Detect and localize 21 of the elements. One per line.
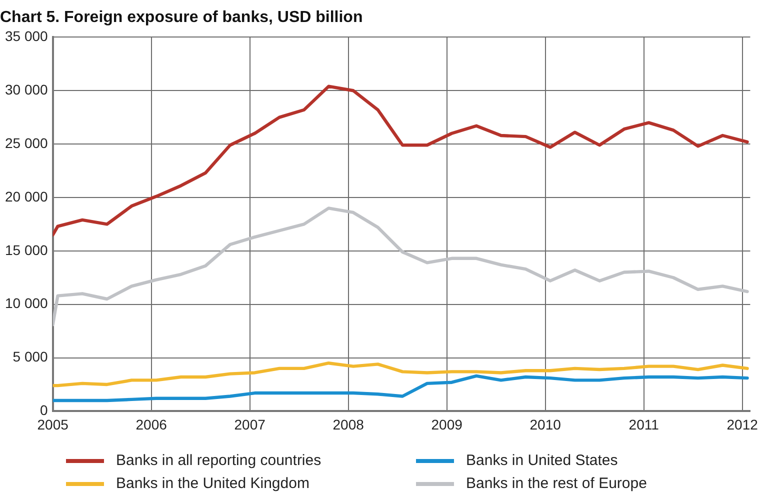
y-tick-label: 25 000 — [4, 134, 48, 151]
x-tick-label: 2007 — [234, 416, 266, 432]
x-tick-label: 2009 — [431, 416, 463, 432]
y-tick-label: 0 — [40, 402, 48, 418]
x-tick-label: 2008 — [332, 416, 364, 432]
y-tick-label: 35 000 — [4, 28, 48, 44]
y-tick-label: 10 000 — [4, 295, 48, 312]
y-tick-label: 5 000 — [12, 348, 48, 365]
y-tick-label: 20 000 — [4, 188, 48, 204]
y-tick-label: 30 000 — [4, 81, 48, 98]
x-tick-label: 2012 — [726, 416, 758, 432]
y-tick-label: 15 000 — [4, 242, 48, 258]
x-tick-label: 2010 — [530, 416, 562, 432]
legend-label: Banks in the rest of Europe — [466, 475, 647, 492]
x-tick-label: 2005 — [37, 416, 69, 432]
legend-label: Banks in the United Kingdom — [116, 475, 310, 492]
x-tick-label: 2006 — [136, 416, 168, 432]
x-tick-label: 2011 — [628, 416, 660, 432]
legend-label: Banks in United States — [466, 452, 618, 469]
chart-title: Chart 5. Foreign exposure of banks, USD billion — [0, 9, 363, 26]
legend-label: Banks in all reporting countries — [116, 452, 322, 469]
